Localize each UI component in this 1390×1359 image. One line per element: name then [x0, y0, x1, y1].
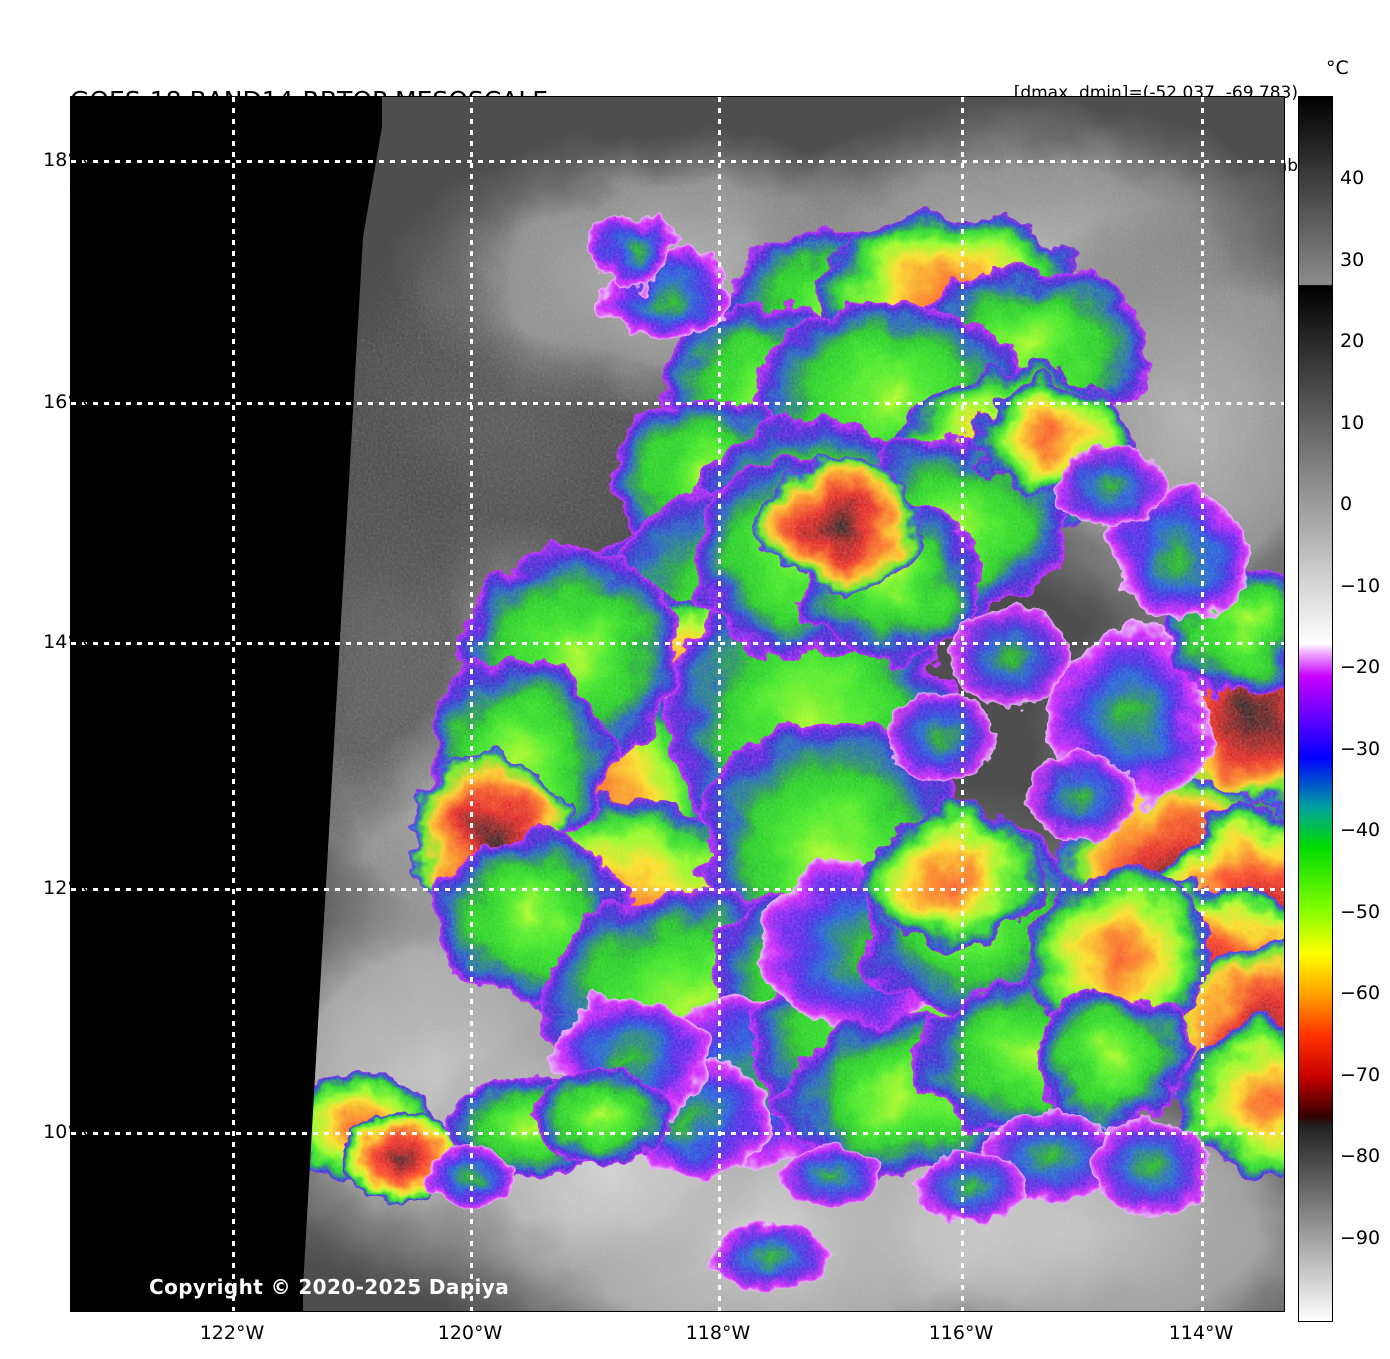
xtick-114W: 114°W — [1168, 1322, 1234, 1344]
cbtick-40: 40 — [1340, 167, 1365, 189]
cbtick-m10: −10 — [1340, 575, 1381, 597]
cbtick-10: 10 — [1340, 412, 1365, 434]
xtick-120W: 120°W — [437, 1322, 503, 1344]
swath-content — [303, 97, 1284, 1311]
ytick-14N: 14°N — [43, 631, 91, 653]
cbtick-m20: −20 — [1340, 656, 1381, 678]
cbtick-m90: −90 — [1340, 1227, 1381, 1249]
ytick-16N: 16°N — [43, 391, 91, 413]
xtick-118W: 118°W — [685, 1322, 751, 1344]
ytick-18N: 18°N — [43, 149, 91, 171]
ytick-12N: 12°N — [43, 877, 91, 899]
colorbar[interactable] — [1298, 96, 1333, 1322]
colorbar-gradient — [1299, 97, 1332, 1321]
xtick-116W: 116°W — [928, 1322, 994, 1344]
cbtick-20: 20 — [1340, 330, 1365, 352]
satellite-image-plot[interactable]: Copyright © 2020-2025 Dapiya — [70, 96, 1285, 1312]
cbtick-m70: −70 — [1340, 1064, 1381, 1086]
cbtick-0: 0 — [1340, 493, 1353, 515]
xtick-122W: 122°W — [199, 1322, 265, 1344]
cbtick-m40: −40 — [1340, 819, 1381, 841]
cbtick-30: 30 — [1340, 249, 1365, 271]
satellite-raster — [71, 97, 1284, 1311]
cbtick-m80: −80 — [1340, 1145, 1381, 1167]
ytick-10N: 10°N — [43, 1121, 91, 1143]
colorbar-unit-label: °C — [1326, 57, 1349, 79]
feature-eastern-convection — [1031, 487, 1284, 1177]
cbtick-m50: −50 — [1340, 901, 1381, 923]
copyright-notice: Copyright © 2020-2025 Dapiya — [149, 1275, 510, 1299]
cbtick-m30: −30 — [1340, 738, 1381, 760]
cbtick-m60: −60 — [1340, 982, 1381, 1004]
